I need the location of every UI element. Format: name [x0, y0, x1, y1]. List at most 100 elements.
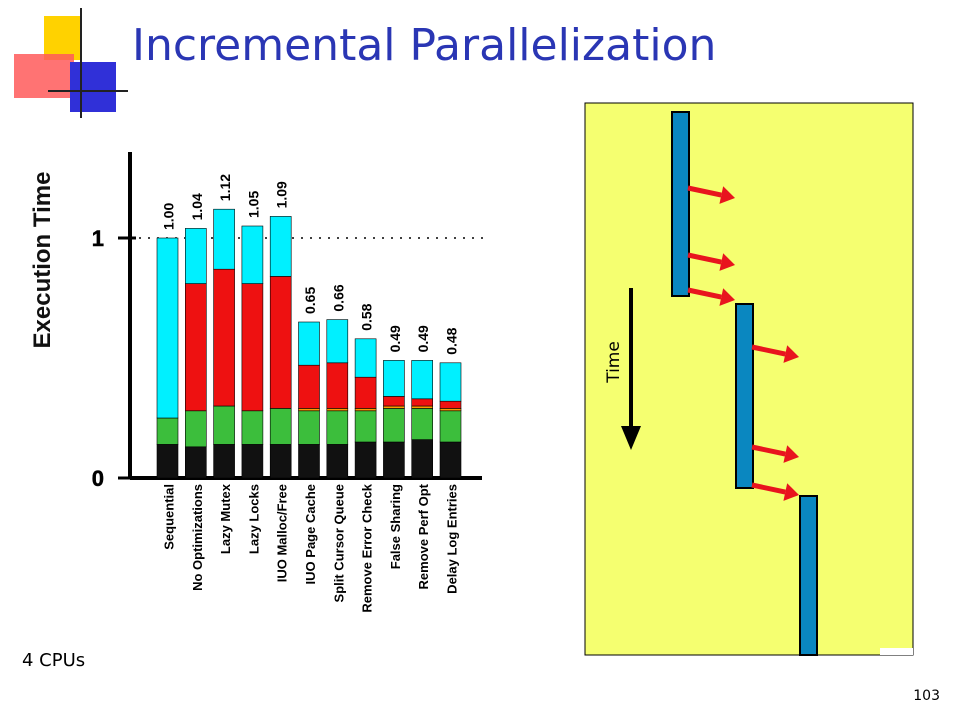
bar-segment-green [156, 417, 179, 445]
arrow-icon [687, 185, 722, 198]
bar-segment-green [298, 410, 320, 445]
bar-value-label: 0.58 [359, 303, 375, 330]
bar-segment-orange [298, 408, 320, 412]
arrow-icon [687, 287, 722, 300]
bar-segment-black [213, 444, 235, 479]
bar-value-label: 0.48 [444, 327, 460, 354]
bar-value-label: 1.09 [274, 181, 290, 208]
category-label: Sequential [162, 484, 177, 550]
arrow-head-icon [719, 253, 735, 271]
bar-value-label: 1.05 [245, 191, 261, 218]
arrow-head-icon [783, 445, 799, 463]
logo-vertical-line [80, 8, 82, 118]
slide-title: Incremental Parallelization [132, 20, 717, 71]
arrow-head-icon [783, 483, 799, 501]
bar-value-label: 1.04 [189, 193, 205, 220]
y-axis-label: Execution Time [29, 172, 56, 349]
bar-segment-black [326, 444, 349, 479]
bar-value-label: 1.00 [161, 203, 177, 230]
bar-segment-red [354, 376, 377, 409]
category-label: Lazy Locks [246, 484, 261, 554]
timeline-bar [799, 495, 818, 656]
bar-segment-black [241, 444, 264, 479]
logo-yellow-square [44, 16, 80, 60]
cpu-count-label: 4 CPUs [22, 650, 86, 671]
bar-segment-orange [383, 405, 405, 409]
bar-segment-red [185, 283, 207, 412]
bar-segment-red [383, 396, 405, 407]
bar-segment-orange [354, 408, 377, 412]
bar-segment-cyan [383, 360, 405, 397]
bar-segment-green [185, 410, 207, 448]
logo-horizontal-line [48, 90, 128, 92]
category-label: Remove Perf Opt [416, 483, 431, 589]
bar-segment-red [213, 268, 235, 407]
bar-segment-green [383, 408, 405, 443]
bar-segment-red [326, 362, 349, 409]
arrow-icon [687, 252, 722, 265]
category-label: IUO Page Cache [303, 484, 318, 584]
timeline-bar [671, 111, 690, 297]
arrow-head-icon [719, 288, 735, 306]
bar-segment-cyan [213, 208, 235, 270]
bar-segment-red [269, 276, 292, 409]
bar-segment-green [269, 408, 292, 445]
bar-segment-red [241, 283, 264, 412]
bar-segment-cyan [241, 225, 264, 284]
category-label: Lazy Mutex [218, 483, 233, 554]
bar-segment-black [411, 439, 434, 479]
timeline-bar [735, 303, 754, 489]
bar-segment-orange [326, 408, 349, 412]
arrow-head-icon [783, 345, 799, 363]
arrow-icon [751, 444, 786, 457]
bar-segment-black [354, 441, 377, 479]
category-label: Split Cursor Queue [331, 484, 346, 602]
category-label: Delay Log Entries [445, 484, 460, 594]
timeline-diagram: Time [584, 102, 914, 656]
bar-segment-red [411, 398, 434, 407]
time-arrow-icon [621, 426, 641, 450]
bar-segment-cyan [354, 338, 377, 378]
bar-segment-cyan [326, 319, 349, 364]
bar-segment-red [298, 364, 320, 409]
bar-segment-green [241, 410, 264, 445]
bar-segment-orange [439, 408, 462, 412]
category-label: IUO Malloc/Free [275, 484, 290, 582]
arrow-icon [751, 482, 786, 495]
category-label: Remove Error Check [360, 483, 375, 612]
bar-segment-cyan [156, 237, 179, 419]
bar-segment-cyan [411, 360, 434, 400]
bar-segment-cyan [439, 362, 462, 402]
bar-segment-black [269, 444, 292, 479]
bar-segment-black [185, 446, 207, 479]
bar-value-label: 0.49 [387, 325, 403, 352]
bar-segment-orange [411, 405, 434, 409]
execution-time-chart: 0 1 Execution Time 1.00 Sequential 1.04 No Opt… [29, 152, 485, 613]
bar-segment-black [439, 441, 462, 479]
bar-segment-black [298, 444, 320, 479]
category-label: No Optimizations [190, 484, 205, 591]
timeline-panel-notch [880, 648, 913, 655]
logo-blue-square [70, 62, 116, 112]
bar-value-label: 1.12 [217, 174, 233, 201]
bar-segment-green [326, 410, 349, 445]
slide-number: 103 [913, 688, 940, 704]
arrow-head-icon [719, 186, 735, 204]
bar-segment-black [383, 441, 405, 479]
time-label: Time [604, 341, 624, 384]
bar-value-label: 0.65 [302, 287, 318, 314]
y-tick-label: 1 [92, 226, 104, 251]
bar-value-label: 0.49 [415, 325, 431, 352]
arrow-icon [751, 344, 786, 357]
bar-segment-black [156, 444, 179, 479]
y-tick-label: 0 [92, 466, 104, 491]
bar-segment-green [411, 408, 434, 440]
bar-segment-green [439, 410, 462, 443]
bar-segment-green [354, 410, 377, 443]
bar-segment-cyan [185, 228, 207, 284]
bar-segment-green [213, 405, 235, 445]
bar-value-label: 0.66 [330, 284, 346, 311]
bar-segment-cyan [298, 321, 320, 366]
bar-segment-red [439, 400, 462, 409]
